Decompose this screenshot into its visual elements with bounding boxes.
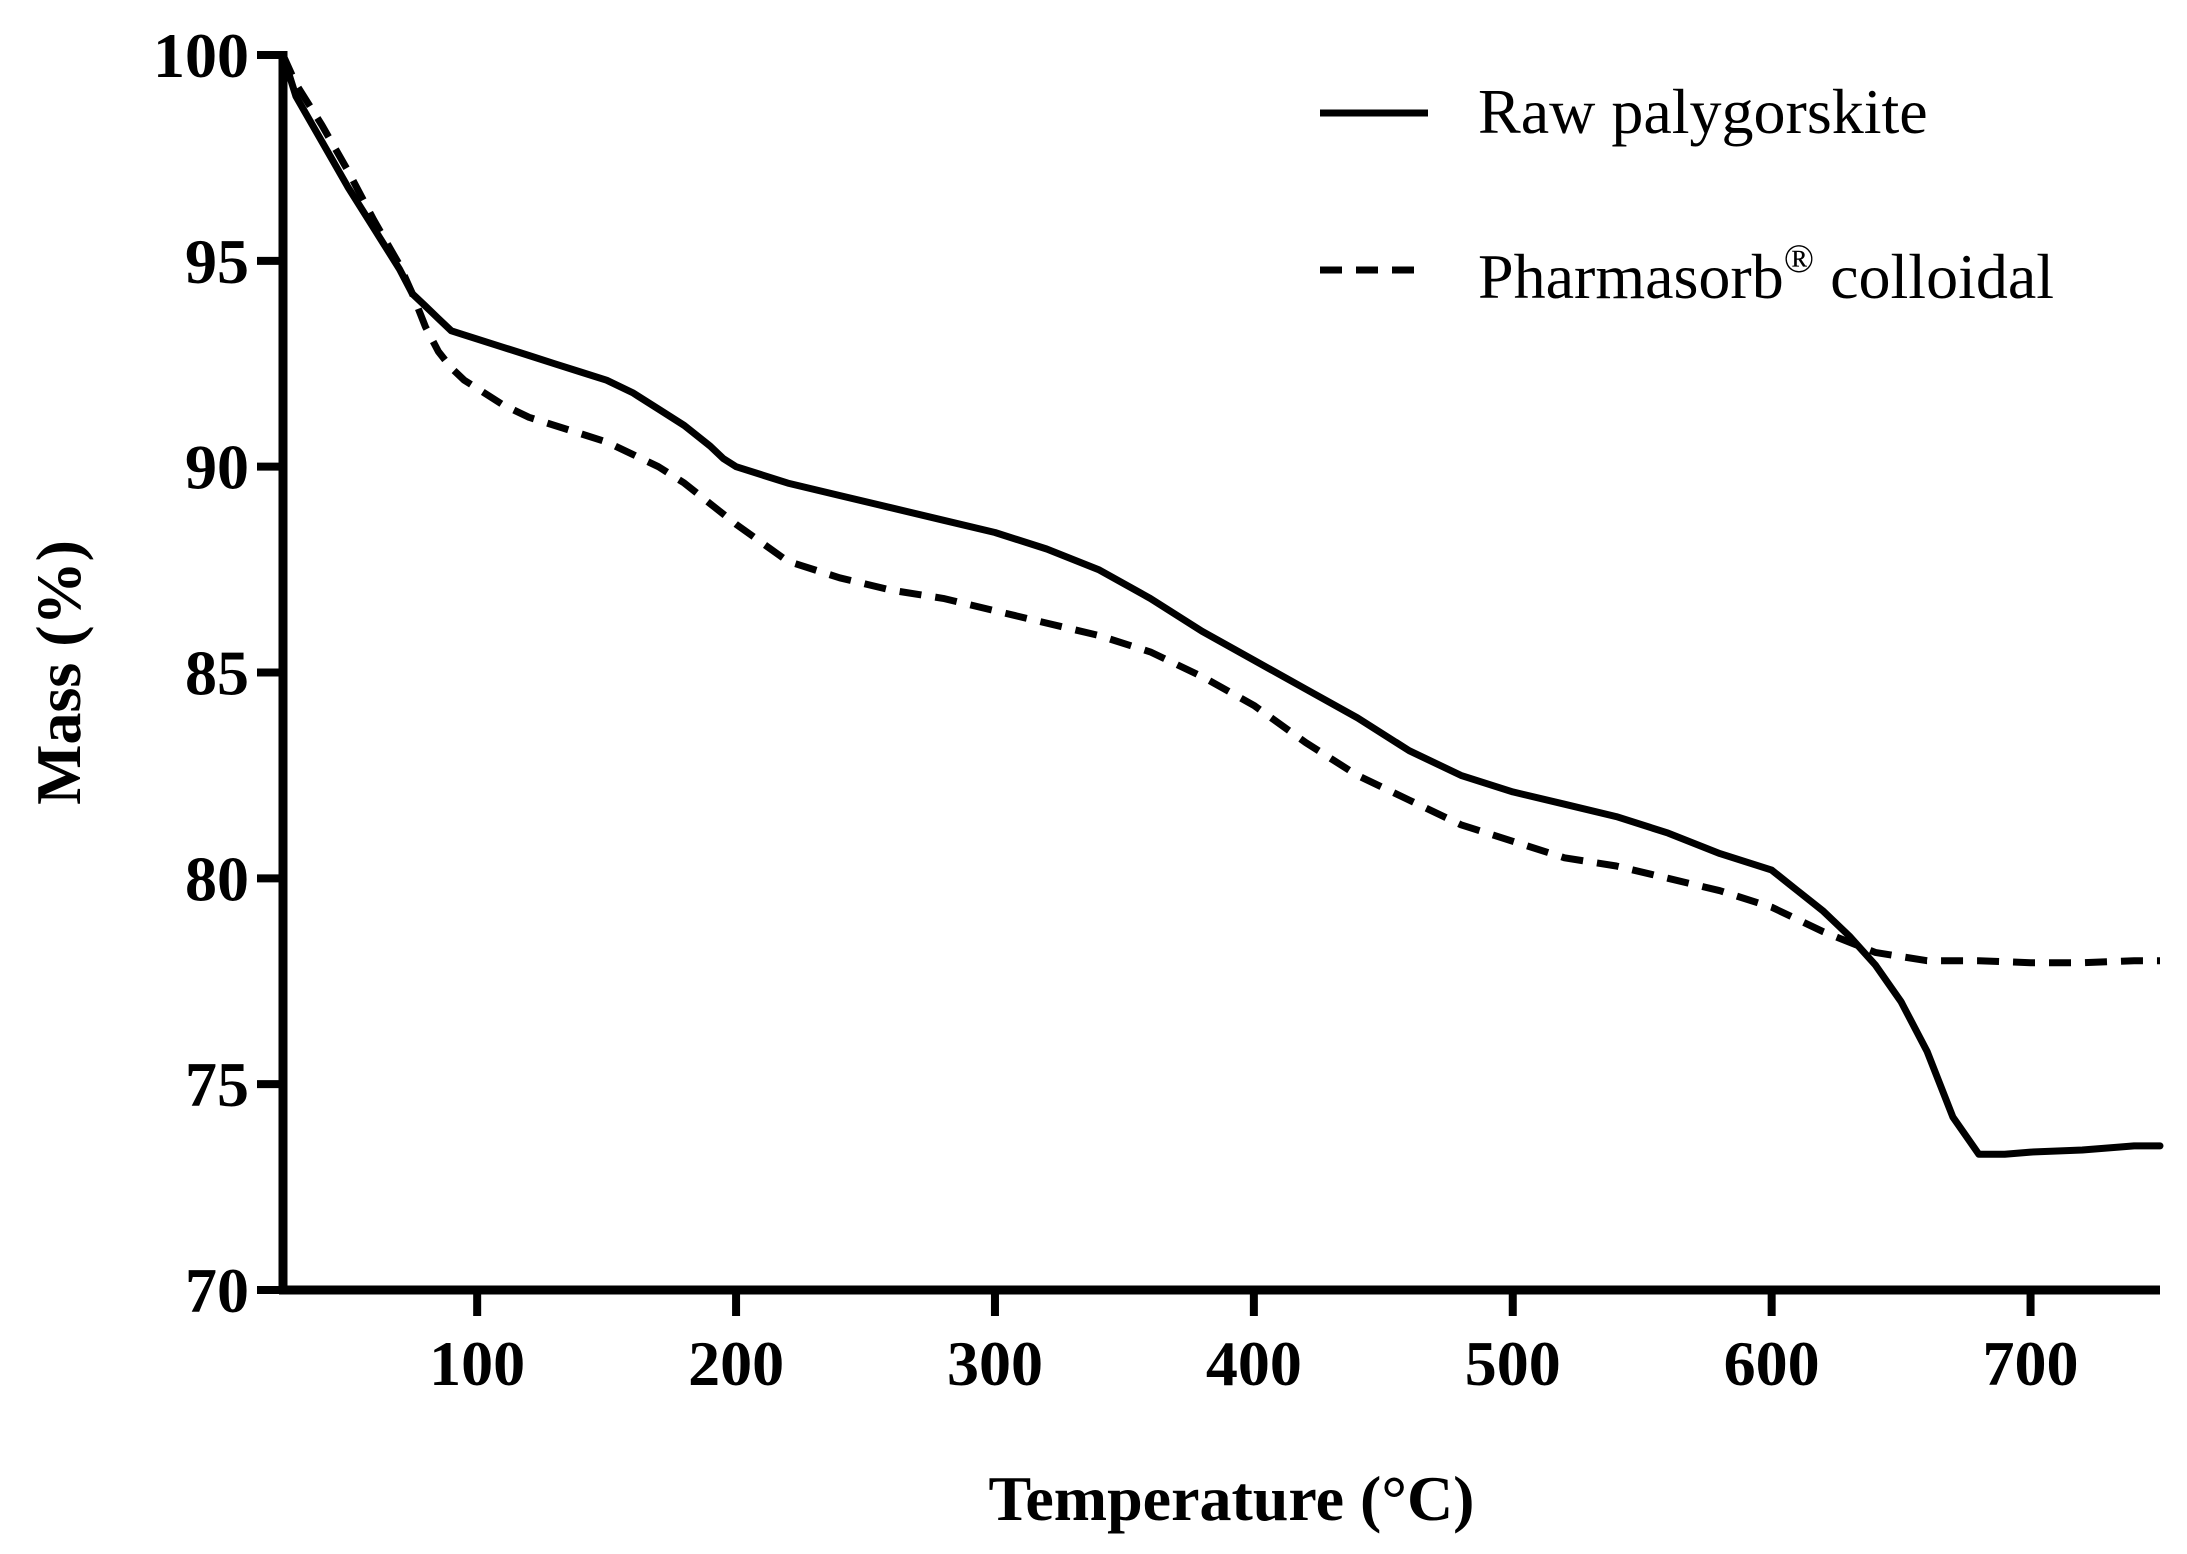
legend-label-pharmasorb-colloidal: Pharmasorb® colloidal [1478, 236, 2054, 312]
x-tick-label-700: 700 [1983, 1328, 2079, 1399]
y-tick-label-95: 95 [185, 226, 249, 297]
legend-label-raw-palygorskite: Raw palygorskite [1478, 76, 1928, 147]
y-tick-label-70: 70 [185, 1255, 249, 1326]
x-axis-title: Temperature (°C) [989, 1463, 1475, 1534]
x-tick-label-600: 600 [1724, 1328, 1820, 1399]
series-line-raw-palygorskite [279, 51, 2164, 1158]
y-tick-label-80: 80 [185, 843, 249, 914]
y-tick-label-100: 100 [153, 20, 249, 91]
ticks-layer: 70 75 80 85 90 95 100 100 200 300 400 500 600 700 [153, 20, 2079, 1399]
y-tick-label-75: 75 [185, 1049, 249, 1120]
x-tick-label-400: 400 [1206, 1328, 1302, 1399]
y-tick-label-85: 85 [185, 638, 249, 709]
x-tick-label-200: 200 [688, 1328, 784, 1399]
x-tick-label-500: 500 [1465, 1328, 1561, 1399]
y-axis-title: Mass (%) [23, 540, 94, 805]
x-tick-label-300: 300 [947, 1328, 1043, 1399]
x-tick-label-100: 100 [429, 1328, 525, 1399]
axes-layer [278, 51, 2160, 1295]
y-tick-label-90: 90 [185, 432, 249, 503]
legend: Raw palygorskite Pharmasorb® colloidal [1320, 76, 2054, 312]
series-layer [279, 51, 2164, 1158]
series-line-pharmasorb-colloidal [279, 53, 2160, 967]
